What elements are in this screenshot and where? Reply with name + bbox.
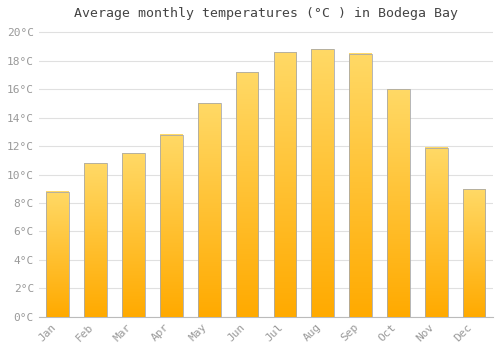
Title: Average monthly temperatures (°C ) in Bodega Bay: Average monthly temperatures (°C ) in Bo… <box>74 7 458 20</box>
Bar <box>387 89 410 317</box>
Bar <box>236 72 258 317</box>
Bar <box>122 153 145 317</box>
Bar <box>198 104 220 317</box>
Bar <box>160 135 182 317</box>
Bar <box>349 54 372 317</box>
Bar <box>312 49 334 317</box>
Bar <box>425 148 448 317</box>
Bar <box>46 192 69 317</box>
Bar <box>84 163 107 317</box>
Bar <box>463 189 485 317</box>
Bar <box>274 52 296 317</box>
